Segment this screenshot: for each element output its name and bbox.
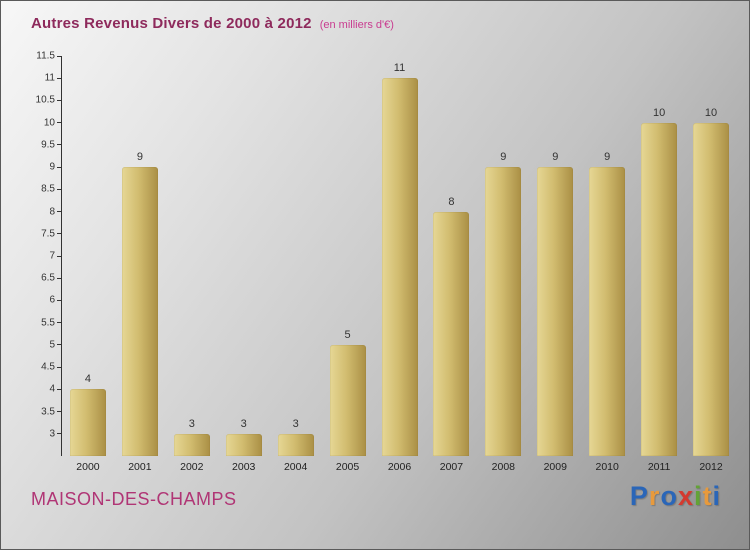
y-axis-label: 11.5 bbox=[36, 50, 55, 62]
x-axis-label: 2003 bbox=[232, 461, 256, 473]
y-axis-label: 9.5 bbox=[41, 139, 55, 151]
y-axis-label: 11 bbox=[44, 72, 55, 84]
logo-letter: r bbox=[648, 481, 661, 511]
bar bbox=[433, 211, 470, 456]
y-axis-label: 10 bbox=[43, 117, 55, 129]
y-axis-tick bbox=[57, 166, 62, 168]
x-axis-label: 2004 bbox=[283, 461, 308, 473]
y-axis-tick bbox=[57, 188, 62, 190]
bar bbox=[329, 344, 366, 456]
x-axis-label: 2001 bbox=[128, 461, 152, 473]
bar bbox=[693, 122, 730, 456]
x-axis-label: 2007 bbox=[439, 461, 464, 473]
chart-header: Autres Revenus Divers de 2000 à 2012 (en… bbox=[31, 15, 394, 32]
bar-value-label: 10 bbox=[652, 106, 666, 119]
y-axis-label: 6.5 bbox=[41, 272, 55, 284]
x-axis-label: 2012 bbox=[699, 461, 723, 473]
y-axis-label: 5.5 bbox=[41, 317, 55, 329]
y-axis-tick bbox=[57, 411, 62, 413]
logo-letter: i bbox=[693, 481, 703, 511]
y-axis-tick bbox=[57, 255, 62, 257]
bar-value-label: 8 bbox=[448, 195, 455, 208]
x-axis-label: 2008 bbox=[491, 461, 516, 473]
y-axis-tick bbox=[57, 99, 62, 101]
logo-letter: i bbox=[712, 481, 721, 511]
bar bbox=[641, 122, 678, 456]
x-axis-label: 2009 bbox=[543, 461, 567, 473]
y-axis-tick bbox=[57, 77, 62, 79]
y-axis-tick bbox=[57, 388, 62, 390]
y-axis-tick bbox=[57, 122, 62, 124]
bar bbox=[485, 167, 522, 456]
x-axis-label: 2010 bbox=[595, 461, 619, 473]
x-axis-label: 2000 bbox=[76, 461, 100, 473]
bar-value-label: 5 bbox=[344, 328, 351, 341]
y-axis-label: 8.5 bbox=[41, 183, 55, 195]
logo-letter: P bbox=[629, 481, 649, 511]
y-axis-tick bbox=[57, 433, 62, 435]
bar-value-label: 3 bbox=[240, 417, 247, 430]
bar-value-label: 9 bbox=[500, 151, 507, 164]
bar-value-label: 11 bbox=[393, 62, 406, 75]
x-axis-label: 2005 bbox=[335, 461, 360, 473]
bar-value-label: 10 bbox=[704, 106, 718, 119]
plot-area: 3 3.5 4 4.5 5 5.5 6 6.5 7 7.5 8 8.5 9 9.5 10 10.5 11 11.5… bbox=[36, 51, 737, 473]
y-axis-label: 3.5 bbox=[41, 406, 55, 418]
chart-subtitle: (en milliers d'€) bbox=[319, 19, 394, 31]
bar-value-label: 9 bbox=[552, 151, 559, 164]
bar-value-label: 3 bbox=[292, 417, 299, 430]
bar bbox=[173, 433, 210, 456]
bar-value-label: 3 bbox=[188, 417, 195, 430]
logo-letter: o bbox=[660, 481, 678, 511]
proxiti-logo: Proxiti bbox=[630, 481, 721, 512]
logo-letter: t bbox=[702, 481, 713, 511]
bar bbox=[121, 167, 158, 456]
y-axis-label: 4 bbox=[49, 383, 55, 395]
y-axis-label: 3 bbox=[49, 428, 55, 440]
y-axis-label: 8 bbox=[49, 206, 55, 218]
bar bbox=[589, 167, 626, 456]
chart-title: Autres Revenus Divers de 2000 à 2012 bbox=[31, 15, 312, 32]
logo-letter: x bbox=[677, 481, 694, 511]
bar bbox=[225, 433, 262, 456]
y-axis-tick bbox=[57, 344, 62, 346]
y-axis-label: 9 bbox=[49, 161, 55, 173]
y-axis-tick bbox=[57, 366, 62, 368]
y-axis-label: 4.5 bbox=[41, 361, 55, 373]
y-axis-label: 6 bbox=[49, 294, 55, 306]
bar bbox=[69, 389, 106, 456]
bar bbox=[537, 167, 574, 456]
y-axis-tick bbox=[57, 233, 62, 235]
y-axis-tick bbox=[57, 211, 62, 213]
y-axis-tick bbox=[57, 55, 62, 57]
bar-value-label: 4 bbox=[84, 373, 92, 386]
y-axis-tick bbox=[57, 322, 62, 324]
x-axis-label: 2002 bbox=[180, 461, 204, 473]
x-axis-label: 2011 bbox=[647, 461, 671, 473]
y-axis-tick bbox=[57, 144, 62, 146]
y-axis-label: 7.5 bbox=[41, 228, 55, 240]
x-axis-label: 2006 bbox=[387, 461, 412, 473]
bar-value-label: 9 bbox=[604, 151, 611, 164]
company-name: MAISON-DES-CHAMPS bbox=[31, 489, 237, 509]
y-axis-label: 5 bbox=[49, 339, 55, 351]
bar-value-label: 9 bbox=[136, 151, 143, 164]
y-axis-tick bbox=[57, 277, 62, 279]
y-axis-tick bbox=[57, 299, 62, 301]
bar bbox=[381, 78, 418, 456]
y-axis-label: 10.5 bbox=[35, 94, 55, 106]
bar bbox=[277, 433, 314, 456]
y-axis-label: 7 bbox=[49, 250, 55, 262]
